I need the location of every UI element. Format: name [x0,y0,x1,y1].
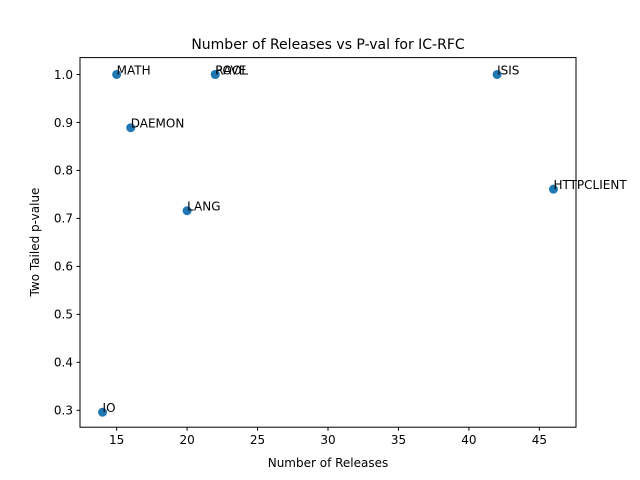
x-tick-label: 25 [250,433,265,447]
x-tick-label: 15 [109,433,124,447]
data-point [182,206,192,216]
data-point [210,69,220,79]
y-tick-label: 1.0 [54,68,73,82]
chart-title: Number of Releases vs P-val for IC-RFC [191,37,465,53]
point-label: HTTPCLIENT [553,178,627,192]
x-tick-label: 20 [179,433,194,447]
x-axis-title: Number of Releases [268,456,389,470]
point-label: POOL [215,63,248,77]
y-axis-ticks: 0.3 0.4 0.5 0.6 0.7 0.8 0.9 1.0 [54,68,80,418]
y-tick-label: 0.3 [54,404,73,418]
point-label: LANG [187,200,220,214]
x-tick-label: 40 [461,433,476,447]
data-point [126,123,136,133]
data-points [98,69,558,417]
point-label: DAEMON [131,117,185,131]
point-label: IO [103,401,116,415]
x-tick-label: 35 [391,433,406,447]
plot-frame [79,57,577,428]
x-tick-label: 30 [320,433,335,447]
y-tick-label: 0.9 [54,116,73,130]
y-tick-label: 0.4 [54,356,73,370]
point-label: MATH [117,63,151,77]
data-point [98,407,108,417]
x-axis-ticks: 15 20 25 30 35 40 45 [109,427,547,447]
data-point [548,184,558,194]
data-point [492,69,502,79]
y-tick-label: 0.7 [54,212,73,226]
y-tick-label: 0.6 [54,260,73,274]
point-label: RAVE [215,63,246,77]
y-tick-label: 0.8 [54,164,73,178]
y-axis-title: Two Tailed p-value [28,188,42,298]
point-label: ISIS [497,63,519,77]
y-tick-label: 0.5 [54,308,73,322]
x-tick-label: 45 [532,433,547,447]
data-point [112,69,122,79]
